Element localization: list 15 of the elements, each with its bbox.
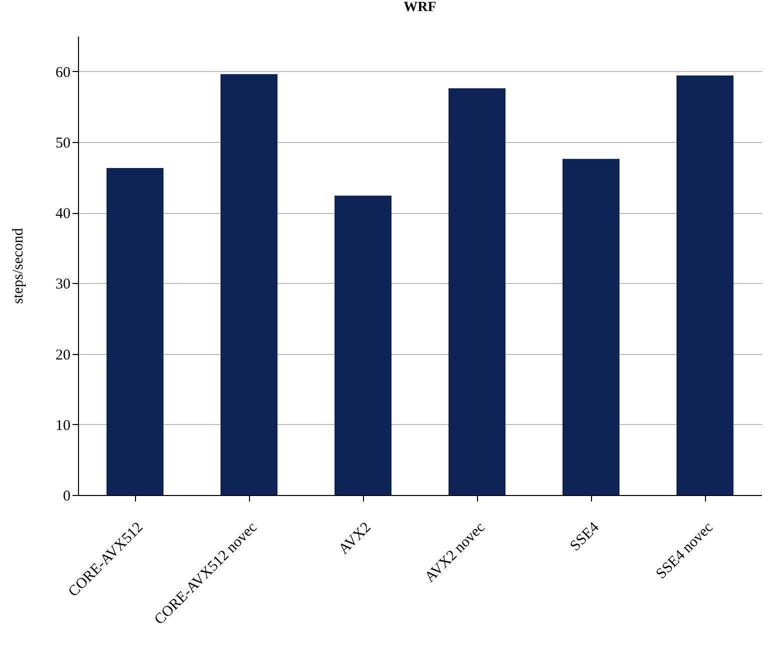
bar — [676, 76, 734, 495]
y-tick-label: 60 — [56, 64, 70, 81]
y-tick-label: 20 — [56, 347, 70, 364]
bar — [220, 74, 278, 495]
bar — [448, 88, 506, 495]
y-tick-label: 10 — [56, 418, 70, 434]
bar — [562, 158, 620, 495]
y-tick-label: 40 — [56, 206, 70, 222]
y-axis-title: steps/second — [10, 228, 26, 304]
y-tick-label: 50 — [56, 135, 70, 152]
chart-title: WRF — [404, 0, 436, 15]
bar — [334, 196, 392, 495]
y-tick-label: 30 — [56, 276, 70, 293]
bar — [106, 168, 164, 495]
y-tick-label: 0 — [63, 488, 70, 504]
